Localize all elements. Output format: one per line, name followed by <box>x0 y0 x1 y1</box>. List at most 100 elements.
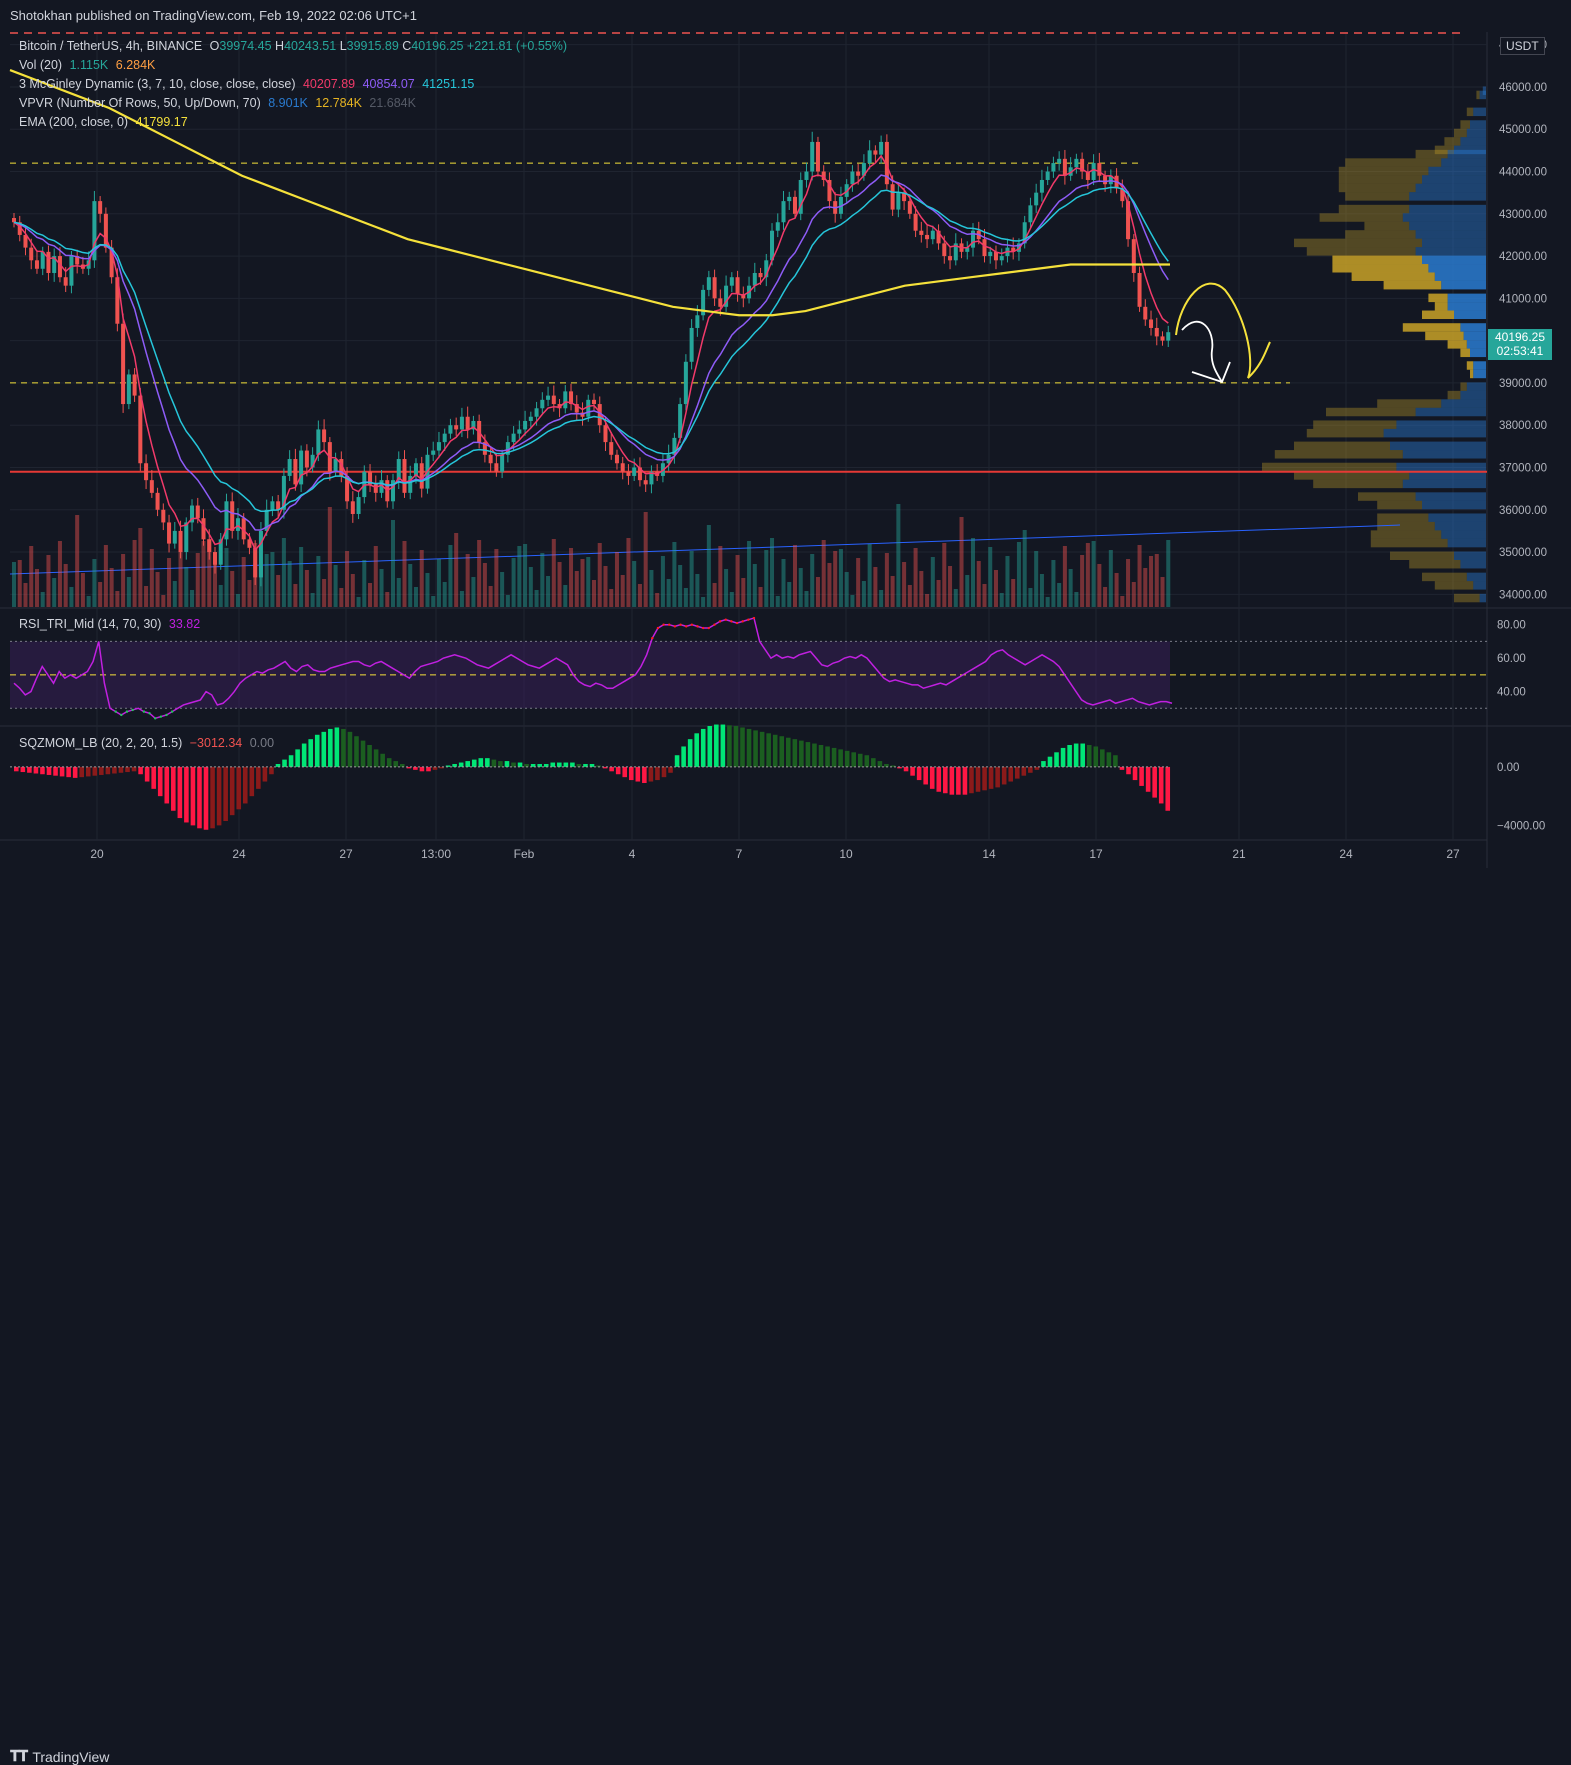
vpvr-down-row <box>1390 551 1454 561</box>
volume-bar <box>678 565 683 607</box>
vpvr-up-row <box>1422 255 1486 265</box>
volume-bar <box>419 550 424 607</box>
candle-body <box>569 391 574 405</box>
vpvr-up-row <box>1460 559 1486 569</box>
sqz-bar <box>14 766 19 772</box>
vpvr-up-row <box>1447 538 1486 548</box>
volume-bar <box>46 555 51 607</box>
vpvr-down-row <box>1470 369 1474 379</box>
volume-bar <box>1028 588 1033 607</box>
sqz-bar <box>203 766 209 830</box>
sqz-bar <box>210 766 215 829</box>
rsi-label: RSI_TRI_Mid (14, 70, 30) <box>19 617 162 631</box>
vpvr-up-row <box>1422 238 1486 248</box>
price-unit-label[interactable]: USDT <box>1500 37 1545 55</box>
vpvr-legend[interactable]: VPVR (Number Of Rows, 50, Up/Down, 70) 8… <box>19 96 420 110</box>
candle-body <box>264 509 269 531</box>
sqz-bar <box>864 755 870 767</box>
candle-body <box>1068 167 1073 176</box>
rsi-overbought-dot <box>696 625 699 628</box>
sqz-bar <box>884 764 889 767</box>
candle-body <box>339 459 344 476</box>
y-tick-label: 46000.00 <box>1499 82 1547 94</box>
candle-body <box>586 399 591 417</box>
sqz-bar <box>1093 746 1099 767</box>
vpvr-down-row <box>1402 323 1461 332</box>
volume-value: 1.115K <box>69 58 109 72</box>
vpvr-up-row <box>1434 272 1486 281</box>
vpvr-up-row <box>1402 213 1486 222</box>
rsi-legend[interactable]: RSI_TRI_Mid (14, 70, 30) 33.82 <box>19 617 204 631</box>
candle-body <box>907 201 912 214</box>
candle-body <box>528 416 533 421</box>
volume-legend[interactable]: Vol (20) 1.115K 6.284K <box>19 58 159 72</box>
volume-bar <box>1160 577 1165 607</box>
sqz-bar <box>216 766 222 826</box>
sqz-bar <box>700 728 706 767</box>
candle-body <box>29 247 34 261</box>
vpvr-down-row <box>1460 382 1467 391</box>
sqz-bar <box>197 766 202 829</box>
candle-body <box>396 459 401 481</box>
sqz-bar <box>190 766 196 826</box>
publish-text: Shotokhan published on TradingView.com, … <box>10 8 418 23</box>
vpvr-down-row <box>1383 280 1442 290</box>
volume-bar <box>1103 587 1108 607</box>
vpvr-down-row <box>1364 221 1410 231</box>
volume-bar <box>1085 543 1090 607</box>
sqz-bar <box>1008 766 1014 782</box>
sqz-bar <box>746 728 752 767</box>
candle-body <box>373 484 378 493</box>
sqz-bar <box>936 766 942 792</box>
vpvr-up-row <box>1415 407 1486 417</box>
candle-body <box>936 230 941 244</box>
candle-body <box>752 272 757 286</box>
mcginley-legend[interactable]: 3 McGinley Dynamic (3, 7, 10, close, clo… <box>19 77 478 91</box>
rsi-overbought-dot <box>707 626 710 630</box>
candle-body <box>764 260 769 278</box>
volume-bar <box>281 538 286 607</box>
sqz-bar <box>1152 766 1157 798</box>
volume-bar <box>930 557 935 607</box>
vpvr-up-row <box>1447 302 1486 311</box>
sqz-legend[interactable]: SQZMOM_LB (20, 2, 20, 1.5) −3012.34 0.00 <box>19 736 278 750</box>
vpvr-up-row <box>1415 247 1486 256</box>
tradingview-logo[interactable]: 𝐓𝐓 TradingView <box>10 1748 109 1765</box>
volume-bar <box>971 538 976 607</box>
sqz-bar <box>308 739 313 767</box>
sqz-bar <box>295 749 300 767</box>
chart-canvas[interactable]: 20 24 27 13:00 Feb 4 7 10 14 17 21 24 27 34000.00 3500… <box>0 0 1571 910</box>
volume-bar <box>896 504 901 607</box>
sqz-bar <box>661 766 667 778</box>
volume-bar <box>672 542 677 607</box>
sqz-bar <box>530 764 536 767</box>
volume-bar <box>379 569 384 607</box>
volume-bar <box>436 559 441 607</box>
candle-body <box>695 315 700 328</box>
vpvr-up-row <box>1434 521 1486 531</box>
volume-bar <box>408 564 413 607</box>
sqz-bar <box>256 766 261 789</box>
volume-bar <box>218 585 223 607</box>
candle-body <box>293 459 298 485</box>
sqz-bar <box>1034 766 1040 770</box>
brand-name: TradingView <box>32 1748 110 1765</box>
candle-body <box>247 539 252 548</box>
symbol-title[interactable]: Bitcoin / TetherUS, 4h, BINANCE <box>19 39 203 53</box>
volume-bar <box>844 572 849 607</box>
ema-legend[interactable]: EMA (200, close, 0) 41799.17 <box>19 115 192 129</box>
sqz-bar <box>1001 766 1007 785</box>
sqz-bar <box>857 753 863 767</box>
volume-bar <box>528 567 533 607</box>
sqz-bar <box>504 761 510 767</box>
volume-bar <box>69 587 74 607</box>
x-tick-label: 17 <box>1089 847 1103 861</box>
candle-body <box>299 450 304 485</box>
vpvr-down-row <box>1338 175 1422 184</box>
vpvr-down-row <box>1377 399 1442 408</box>
candle-body <box>649 471 654 485</box>
sqz-bar <box>360 740 366 767</box>
vpvr-down-row <box>1434 581 1474 590</box>
vpvr-down-row <box>1466 361 1474 370</box>
vpvr-up-row <box>1466 340 1486 349</box>
